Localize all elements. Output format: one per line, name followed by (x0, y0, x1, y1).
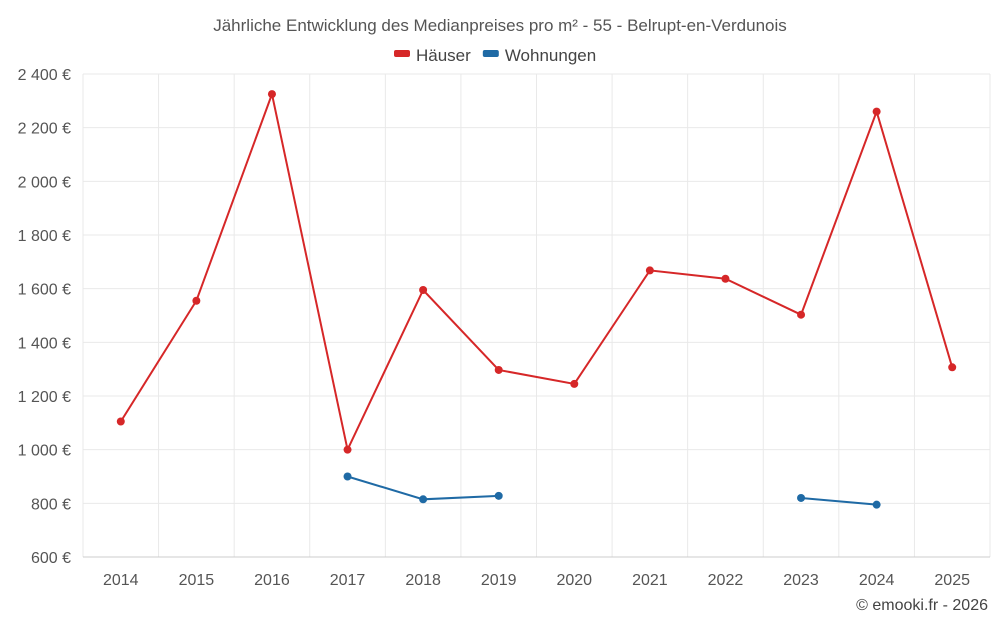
y-tick-label: 1 400 € (18, 335, 71, 352)
data-point[interactable] (192, 296, 201, 305)
data-point[interactable] (116, 417, 125, 426)
y-tick-label: 600 € (31, 550, 71, 567)
copyright-text: © emooki.fr - 2026 (856, 597, 988, 614)
x-tick-label: 2021 (632, 572, 668, 589)
series-line (119, 90, 954, 453)
data-point[interactable] (948, 363, 957, 372)
data-point[interactable] (419, 495, 428, 504)
x-tick-label: 2015 (179, 572, 215, 589)
x-tick-label: 2016 (254, 572, 290, 589)
x-axis: 2014 2015 2016 2017 2018 2019 2020 2021 2022 2023… (103, 572, 970, 589)
data-point[interactable] (797, 493, 806, 502)
y-tick-label: 2 200 € (18, 121, 71, 138)
y-tick-label: 2 000 € (18, 174, 71, 191)
data-point[interactable] (267, 90, 276, 99)
x-tick-label: 2025 (934, 572, 970, 589)
y-tick-label: 1 600 € (18, 282, 71, 299)
legend-swatch (394, 50, 410, 57)
data-point[interactable] (494, 491, 503, 500)
x-tick-label: 2017 (330, 572, 366, 589)
y-axis: 600 € 800 € 1 000 € 1 200 € 1 400 € 1 600 € 1 … (18, 67, 71, 567)
series-2 (343, 472, 881, 509)
y-tick-label: 800 € (31, 496, 71, 513)
y-tick-label: 2 400 € (18, 67, 71, 84)
y-tick-label: 1 200 € (18, 389, 71, 406)
data-point[interactable] (797, 310, 806, 319)
series-line (800, 496, 877, 506)
x-tick-label: 2019 (481, 572, 517, 589)
legend[interactable]: Häuser Wohnungen (394, 46, 596, 65)
data-point[interactable] (494, 365, 503, 374)
x-tick-label: 2014 (103, 572, 139, 589)
x-tick-label: 2018 (405, 572, 441, 589)
data-point[interactable] (872, 500, 881, 509)
y-tick-label: 1 000 € (18, 443, 71, 460)
data-point[interactable] (419, 286, 428, 295)
legend-label: Häuser (416, 46, 471, 65)
series-1 (116, 90, 957, 454)
x-tick-label: 2020 (556, 572, 592, 589)
data-point[interactable] (343, 445, 352, 454)
data-point[interactable] (570, 379, 579, 388)
data-point[interactable] (872, 107, 881, 116)
legend-swatch (482, 50, 499, 57)
legend-item-1[interactable]: Häuser (394, 46, 471, 65)
data-point[interactable] (645, 266, 654, 275)
legend-item-2[interactable]: Wohnungen (482, 46, 596, 65)
y-tick-label: 1 800 € (18, 228, 71, 245)
x-tick-label: 2022 (708, 572, 744, 589)
grid (82, 73, 991, 558)
series-group (116, 90, 957, 509)
x-tick-label: 2024 (859, 572, 895, 589)
chart-title: Jährliche Entwicklung des Medianpreises … (213, 16, 787, 35)
legend-label: Wohnungen (505, 46, 596, 65)
data-point[interactable] (721, 274, 730, 283)
data-point[interactable] (343, 472, 352, 481)
x-tick-label: 2023 (783, 572, 819, 589)
